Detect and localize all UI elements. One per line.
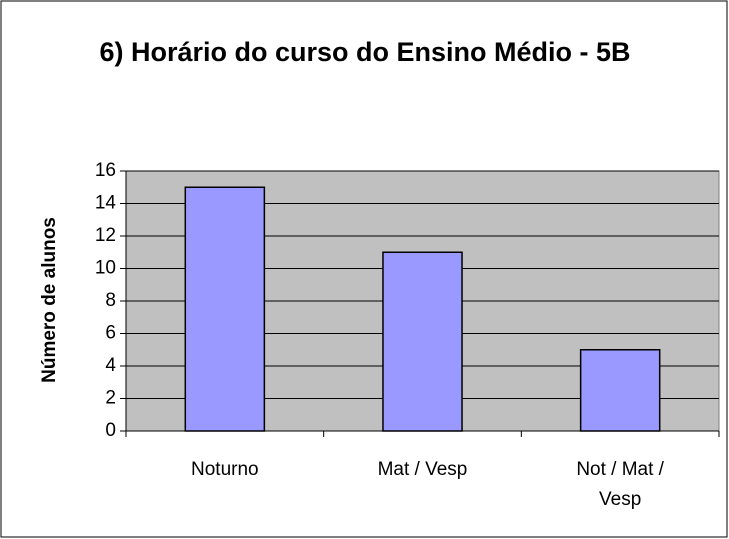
x-tick-label: Mat / Vesp xyxy=(377,459,468,480)
x-tick-label: Noturno xyxy=(191,459,259,480)
y-axis-label: Número de alunos xyxy=(39,217,60,383)
y-tick-label: 6 xyxy=(105,323,116,344)
y-tick-label: 14 xyxy=(95,193,117,214)
x-tick-label: Not / Mat / Vesp xyxy=(576,459,664,510)
bar xyxy=(184,186,266,432)
chart-title: 6) Horário do curso do Ensino Médio - 5B xyxy=(99,37,631,67)
bar xyxy=(579,349,661,432)
y-tick-label: 8 xyxy=(105,290,116,311)
y-tick-label: 0 xyxy=(105,420,116,441)
y-tick-label: 2 xyxy=(105,388,116,409)
y-tick-label: 4 xyxy=(105,355,116,376)
y-tick-label: 12 xyxy=(95,225,116,246)
bar xyxy=(382,251,463,432)
y-tick-label: 10 xyxy=(95,258,116,279)
y-tick-label: 16 xyxy=(95,160,116,181)
